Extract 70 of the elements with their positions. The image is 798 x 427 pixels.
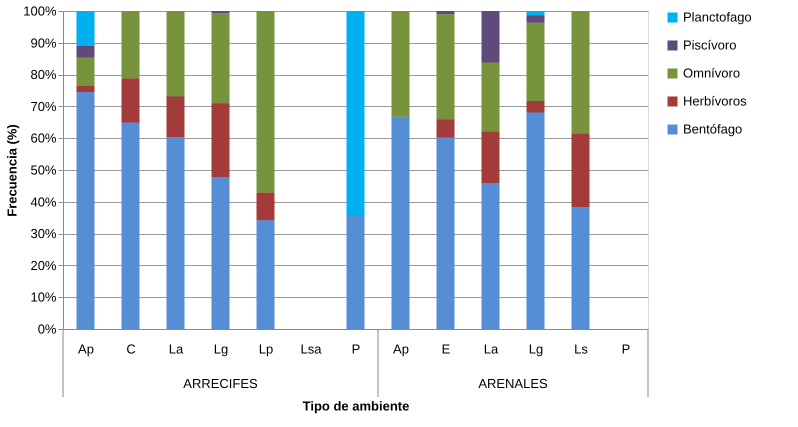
bar xyxy=(122,78,140,123)
bar xyxy=(436,119,454,138)
bar xyxy=(482,131,500,184)
bar xyxy=(166,11,184,97)
x-tick-label: P xyxy=(352,342,360,356)
bar xyxy=(166,137,184,329)
y-tick-label: 40% xyxy=(30,194,57,210)
bar xyxy=(526,15,544,23)
bar xyxy=(256,220,274,329)
bar xyxy=(76,58,94,86)
bar xyxy=(256,11,274,193)
text: ARRECIFES xyxy=(183,376,258,391)
text: ARENALES xyxy=(478,376,548,391)
bar xyxy=(436,138,454,329)
x-tick-label: La xyxy=(484,342,499,356)
y-tick-label: 50% xyxy=(30,162,57,178)
x-tick-label: P xyxy=(622,342,630,356)
x-tick-label: Ls xyxy=(574,342,588,356)
y-tick-label: 10% xyxy=(30,290,57,305)
bar xyxy=(526,11,544,16)
bar xyxy=(526,112,544,329)
y-tick-label: 80% xyxy=(30,67,57,82)
bar xyxy=(572,133,590,208)
y-tick-label: 60% xyxy=(30,130,57,146)
x-tick-label: La xyxy=(168,342,184,356)
bar xyxy=(76,86,94,92)
x-tick-label: Lg xyxy=(528,342,544,356)
bar xyxy=(76,11,94,46)
bar xyxy=(212,176,230,329)
y-tick-label: 70% xyxy=(30,98,57,114)
x-tick-label: Ap xyxy=(78,342,94,356)
bar xyxy=(346,215,364,329)
bar xyxy=(122,11,140,78)
bar xyxy=(392,116,410,329)
bar xyxy=(212,13,230,104)
legend-label: Herbívoros xyxy=(683,94,748,108)
bar xyxy=(436,11,454,14)
bar xyxy=(526,100,544,112)
bar xyxy=(572,207,590,329)
bar xyxy=(76,46,94,58)
bar xyxy=(482,11,500,63)
y-tick-label: 100% xyxy=(23,4,57,18)
bar xyxy=(482,183,500,329)
legend-label: Omnívoro xyxy=(683,66,740,80)
x-tick-label: Ap xyxy=(393,342,409,356)
legend-label: Planctofago xyxy=(683,10,752,24)
x-tick-label: Lp xyxy=(258,342,274,356)
bar xyxy=(526,22,544,101)
y-axis-title: Frecuencia (%) xyxy=(4,124,20,217)
bar xyxy=(392,11,410,117)
legend-label: Bentófago xyxy=(683,122,742,136)
bar xyxy=(122,122,140,329)
x-tick-label: E xyxy=(442,342,451,356)
x-tick-label: Lsa xyxy=(300,342,322,356)
y-tick-label: 90% xyxy=(30,35,57,50)
legend-label: Piscívoro xyxy=(683,38,736,52)
y-tick-label: 0% xyxy=(38,322,57,336)
bar xyxy=(166,96,184,138)
x-tick-label: C xyxy=(126,342,136,356)
bar xyxy=(482,62,500,132)
x-tick-label: Lg xyxy=(214,342,228,356)
bar xyxy=(346,11,364,216)
y-tick-label: 30% xyxy=(30,226,57,242)
bar xyxy=(572,11,590,134)
bar xyxy=(436,14,454,120)
bar xyxy=(212,104,230,177)
bar xyxy=(256,192,274,220)
x-axis-title: Tipo de ambiente xyxy=(302,398,410,414)
y-tick-label: 20% xyxy=(30,258,57,273)
bar xyxy=(76,92,94,329)
